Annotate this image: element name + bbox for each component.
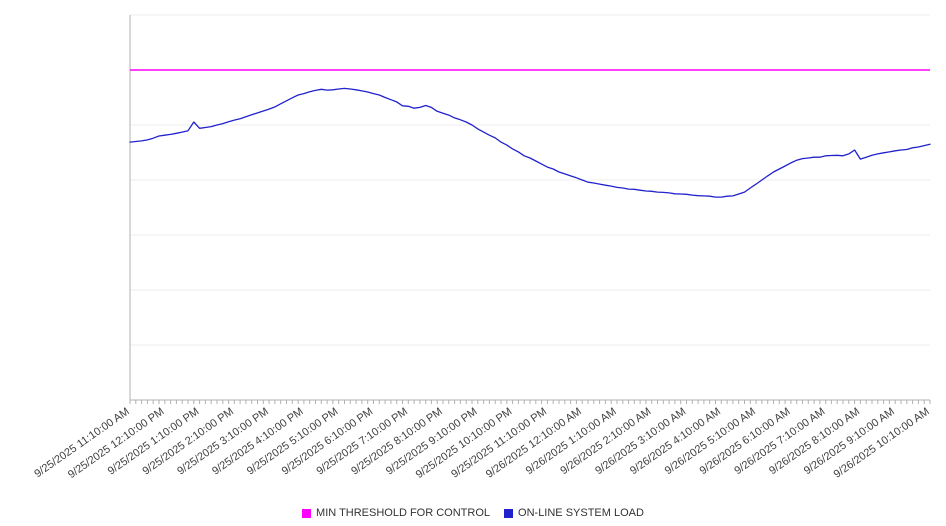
chart-legend: MIN THRESHOLD FOR CONTROL ON-LINE SYSTEM… xyxy=(0,507,946,519)
system-load-swatch-icon xyxy=(504,508,514,518)
legend-label-min-threshold: MIN THRESHOLD FOR CONTROL xyxy=(316,507,491,519)
min-threshold-swatch-icon xyxy=(302,508,312,518)
legend-label-system-load: ON-LINE SYSTEM LOAD xyxy=(518,507,644,519)
chart-plot-area: 9/25/2025 11:10:00 AM9/25/2025 12:10:00 … xyxy=(32,14,932,481)
system-load-line[interactable] xyxy=(129,87,931,198)
legend-item-min-threshold[interactable]: MIN THRESHOLD FOR CONTROL xyxy=(302,507,490,519)
legend-item-system-load[interactable]: ON-LINE SYSTEM LOAD xyxy=(504,507,644,519)
